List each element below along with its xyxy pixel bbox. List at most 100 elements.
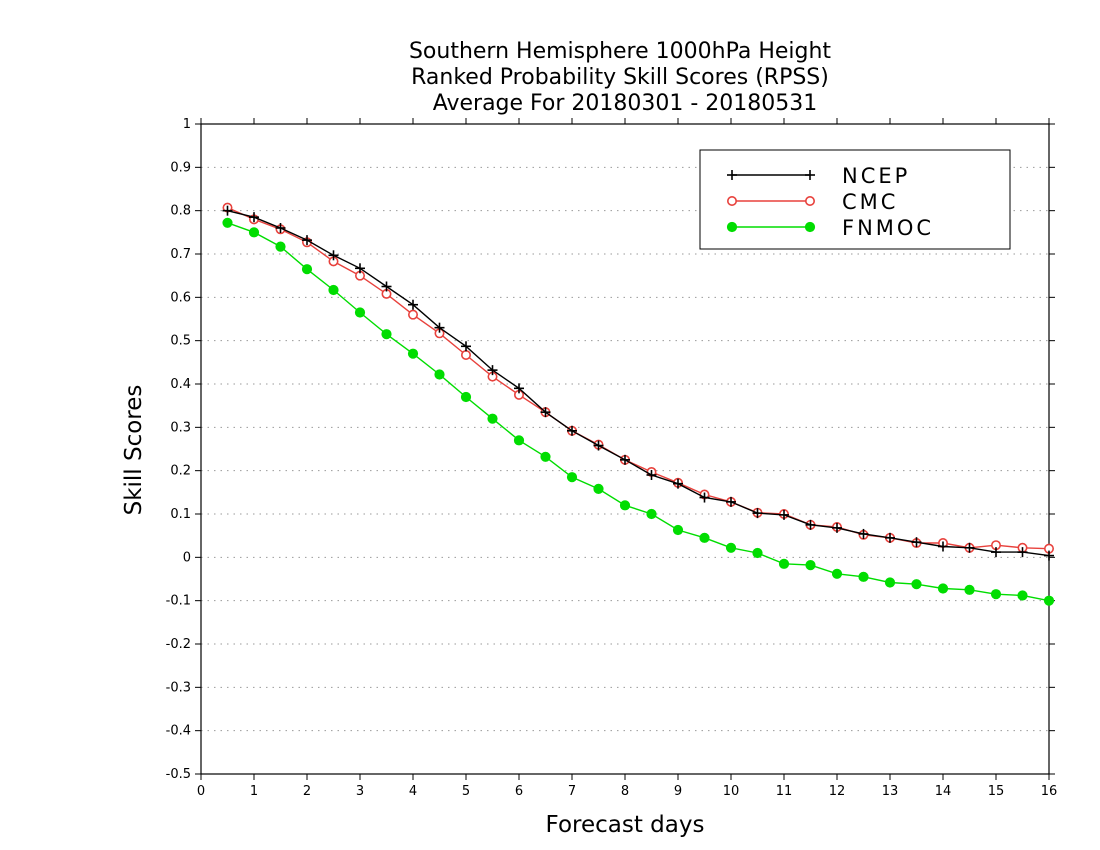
data-point bbox=[487, 365, 498, 376]
series-ncep bbox=[222, 205, 1054, 561]
data-point bbox=[249, 212, 259, 223]
data-point bbox=[407, 348, 419, 359]
data-point bbox=[858, 571, 869, 582]
x-tick-label: 14 bbox=[935, 784, 952, 799]
data-point bbox=[672, 524, 684, 536]
data-point bbox=[991, 547, 1001, 558]
legend-marker bbox=[804, 221, 816, 233]
y-tick-label: -0.4 bbox=[166, 724, 191, 739]
data-point bbox=[752, 508, 763, 519]
data-point bbox=[646, 470, 657, 480]
data-point bbox=[487, 413, 498, 424]
x-tick-label: 8 bbox=[621, 784, 629, 799]
y-tick-label: 0.6 bbox=[170, 290, 191, 305]
data-point bbox=[328, 250, 339, 261]
x-tick-label: 7 bbox=[568, 784, 576, 799]
x-tick-label: 2 bbox=[303, 784, 311, 799]
legend-marker bbox=[804, 196, 815, 207]
data-point bbox=[593, 440, 604, 451]
data-point bbox=[1017, 547, 1028, 558]
series-cmc bbox=[222, 202, 1055, 554]
data-point bbox=[911, 537, 922, 548]
data-point bbox=[460, 349, 471, 360]
legend-label: FNMOC bbox=[842, 216, 934, 240]
data-point bbox=[275, 241, 286, 252]
data-point bbox=[964, 542, 975, 553]
data-point bbox=[885, 532, 895, 543]
legend-label: CMC bbox=[842, 190, 898, 214]
data-point bbox=[619, 500, 631, 511]
data-point bbox=[408, 299, 418, 310]
legend-box bbox=[699, 149, 1011, 250]
legend-item-cmc: CMC bbox=[726, 190, 898, 214]
data-point bbox=[884, 577, 896, 588]
x-tick-label: 6 bbox=[515, 784, 523, 799]
data-point bbox=[381, 281, 392, 292]
data-point bbox=[514, 383, 524, 394]
data-point bbox=[434, 369, 445, 380]
x-tick-label: 4 bbox=[409, 784, 417, 799]
data-point bbox=[752, 547, 763, 559]
data-point bbox=[513, 435, 525, 446]
y-axis-label: Skill Scores bbox=[121, 385, 147, 516]
data-point bbox=[567, 425, 577, 436]
data-point bbox=[275, 223, 286, 233]
x-tick-label: 1 bbox=[250, 784, 258, 799]
series-line-cmc bbox=[227, 206, 1050, 550]
y-tick-label: 0 bbox=[183, 550, 191, 565]
data-point bbox=[1017, 590, 1028, 601]
x-tick-label: 12 bbox=[829, 784, 846, 799]
series-layer bbox=[222, 202, 1055, 606]
data-point bbox=[434, 322, 445, 333]
data-point bbox=[778, 558, 790, 569]
data-point bbox=[805, 519, 816, 530]
x-tick-label: 3 bbox=[356, 784, 364, 799]
data-point bbox=[620, 454, 630, 465]
data-point bbox=[937, 583, 949, 594]
series-line-ncep bbox=[227, 210, 1050, 557]
data-point bbox=[222, 217, 233, 228]
legend-marker bbox=[726, 221, 738, 233]
title-line-2: Ranked Probability Skill Scores (RPSS) bbox=[411, 65, 829, 90]
data-point bbox=[779, 509, 789, 520]
data-point bbox=[699, 532, 710, 543]
y-tick-label: 0.2 bbox=[170, 464, 191, 479]
chart-title: Southern Hemisphere 1000hPa Height Ranke… bbox=[409, 39, 831, 116]
y-tick-label: 0.5 bbox=[170, 334, 191, 349]
x-tick-label: 9 bbox=[674, 784, 682, 799]
legend-item-fnmoc: FNMOC bbox=[726, 216, 934, 240]
y-tick-label: 1 bbox=[183, 117, 191, 132]
title-line-3: Average For 20180301 - 20180531 bbox=[433, 91, 818, 116]
data-point bbox=[1044, 550, 1054, 561]
x-tick-label: 11 bbox=[776, 784, 793, 799]
series-fnmoc bbox=[222, 217, 1055, 606]
x-tick-label: 13 bbox=[882, 784, 899, 799]
data-point bbox=[328, 284, 339, 296]
y-tick-label: -0.3 bbox=[166, 680, 191, 695]
data-point bbox=[301, 264, 313, 275]
data-point bbox=[407, 309, 418, 320]
legend-marker bbox=[727, 170, 737, 180]
x-axis-label: Forecast days bbox=[546, 812, 705, 838]
data-point bbox=[964, 584, 975, 595]
x-tick-label: 0 bbox=[197, 784, 205, 799]
legend-item-ncep: NCEP bbox=[727, 164, 910, 188]
y-tick-label: 0.8 bbox=[170, 204, 191, 219]
data-point bbox=[354, 307, 366, 318]
data-point bbox=[222, 205, 233, 216]
y-tick-label: -0.2 bbox=[166, 637, 191, 652]
legend-label: NCEP bbox=[842, 164, 910, 188]
data-point bbox=[460, 391, 472, 403]
legend-marker bbox=[805, 170, 815, 180]
data-point bbox=[248, 227, 260, 238]
data-point bbox=[726, 496, 736, 507]
data-point bbox=[725, 542, 737, 553]
data-point bbox=[593, 483, 604, 494]
x-tick-label: 5 bbox=[462, 784, 470, 799]
data-point bbox=[832, 522, 842, 533]
y-tick-label: 0.3 bbox=[170, 420, 191, 435]
y-tick-label: 0.9 bbox=[170, 160, 191, 175]
y-tick-label: -0.5 bbox=[166, 767, 191, 782]
